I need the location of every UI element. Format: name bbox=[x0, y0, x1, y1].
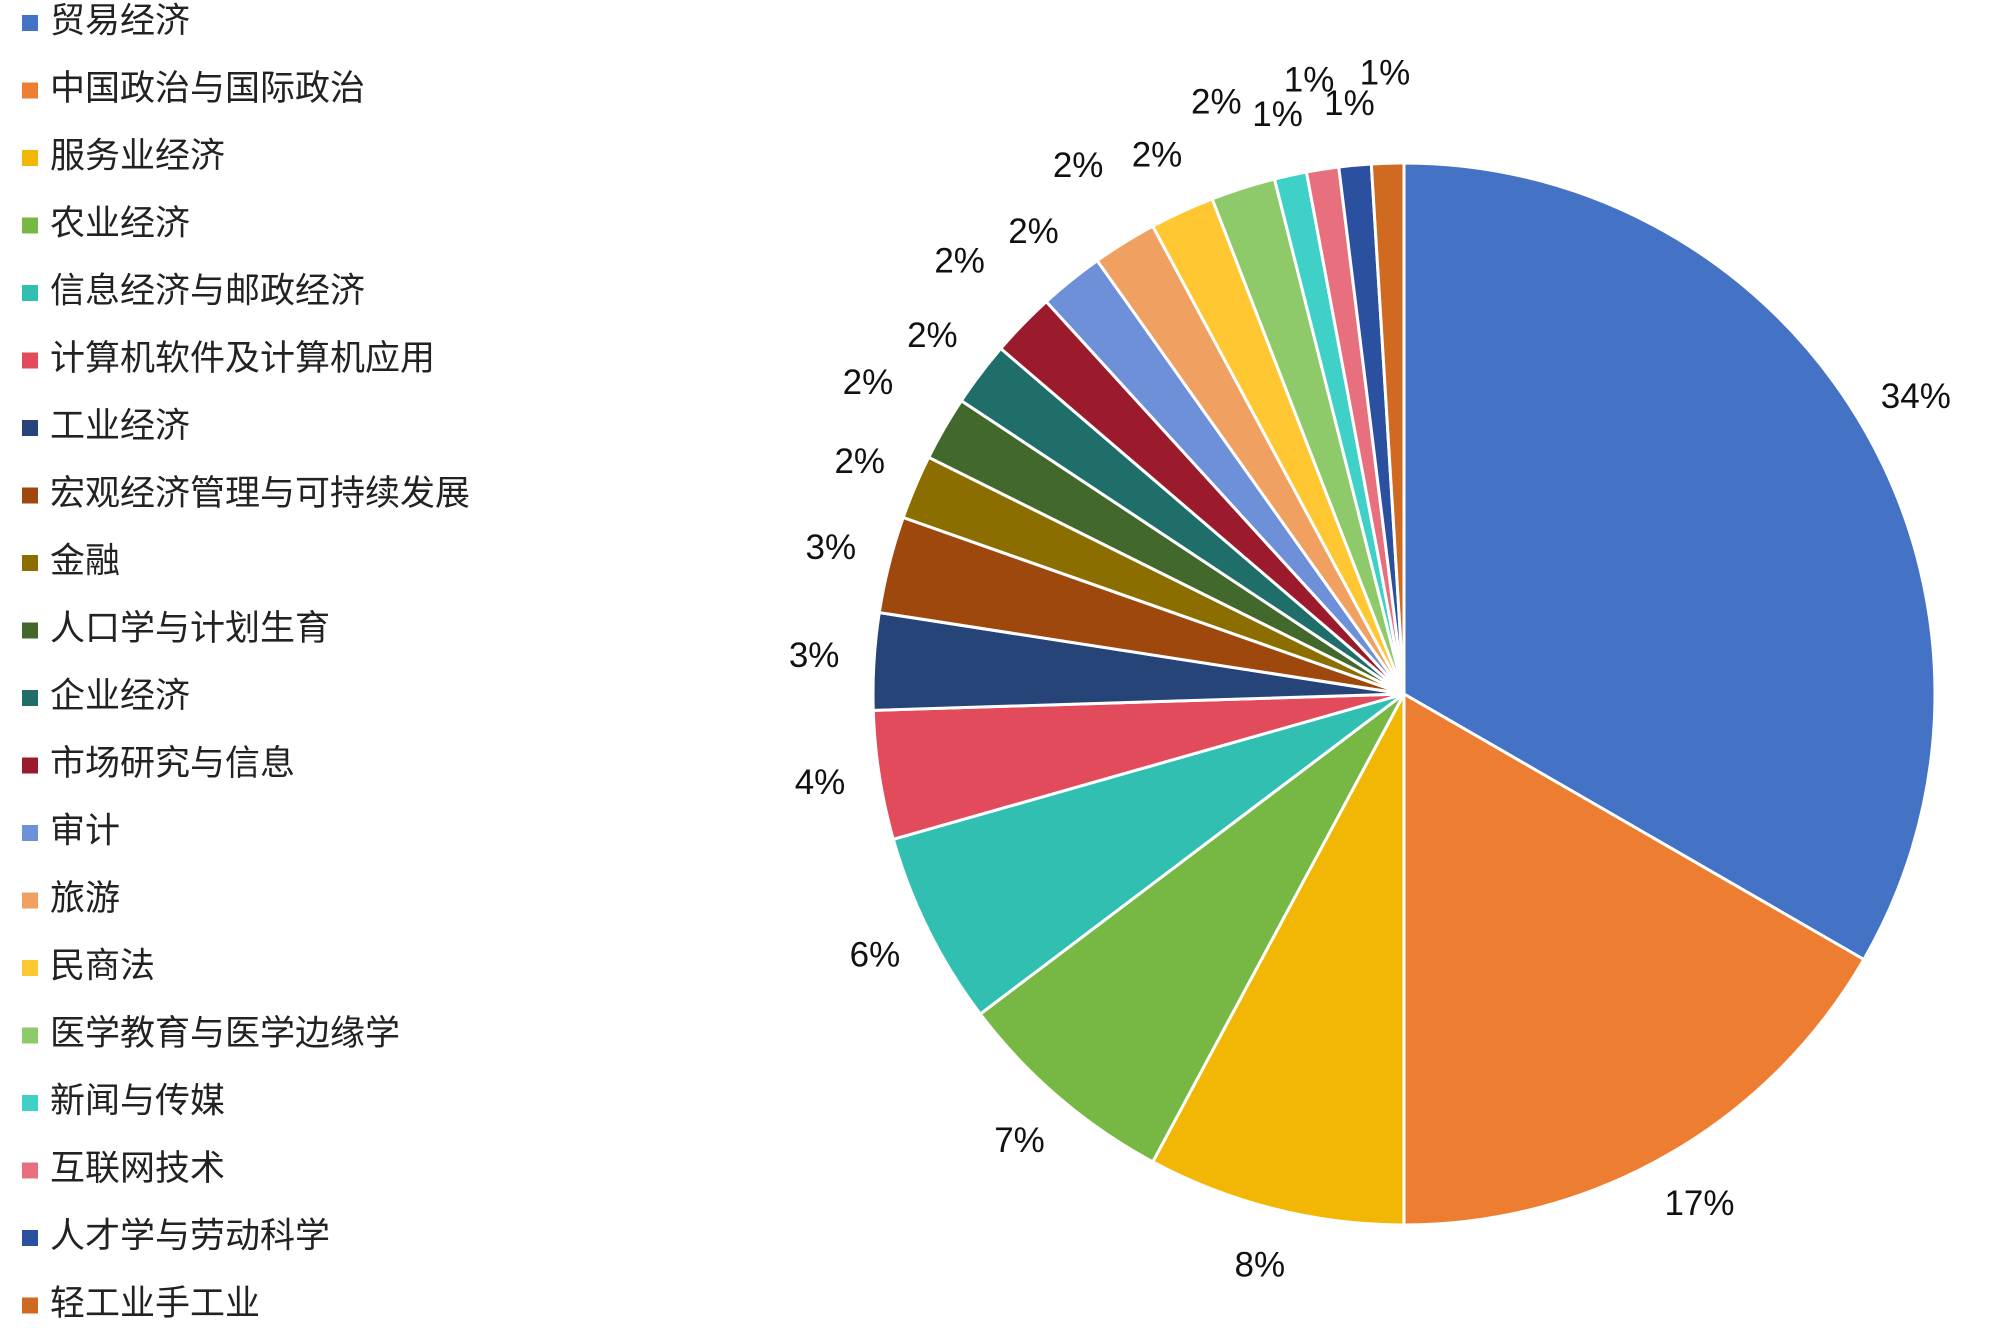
data-label: 1% bbox=[1252, 95, 1303, 134]
data-label: 2% bbox=[907, 316, 958, 355]
legend-marker bbox=[22, 420, 38, 436]
data-label: 2% bbox=[934, 241, 985, 280]
legend-marker bbox=[22, 960, 38, 976]
pie-slice bbox=[891, 692, 1405, 1017]
legend-marker bbox=[22, 555, 38, 571]
pie-slice bbox=[1150, 693, 1406, 1227]
legend-marker bbox=[22, 15, 38, 31]
data-label: 2% bbox=[834, 442, 885, 481]
legend-marker bbox=[22, 1162, 38, 1179]
pie-slice bbox=[1402, 691, 1866, 1227]
legend-label: 人才学与劳动科学 bbox=[50, 1217, 330, 1257]
data-label: 2% bbox=[1132, 135, 1183, 174]
legend-marker bbox=[22, 622, 38, 639]
legend-label: 计算机软件及计算机应用 bbox=[50, 339, 435, 379]
legend-label: 旅游 bbox=[50, 879, 120, 919]
legend-label: 工业经济 bbox=[50, 407, 190, 447]
legend-marker bbox=[22, 487, 38, 504]
legend-marker bbox=[22, 690, 38, 706]
data-label: 1% bbox=[1360, 54, 1411, 93]
legend-label: 农业经济 bbox=[50, 204, 190, 244]
legend-label: 中国政治与国际政治 bbox=[50, 69, 365, 109]
data-label: 17% bbox=[1664, 1184, 1734, 1223]
data-label: 7% bbox=[994, 1121, 1045, 1160]
legend-label: 轻工业手工业 bbox=[50, 1284, 260, 1324]
legend-label: 信息经济与邮政经济 bbox=[50, 272, 365, 312]
data-label: 1% bbox=[1324, 84, 1375, 123]
legend-label: 审计 bbox=[50, 812, 120, 852]
legend-marker bbox=[22, 757, 38, 774]
legend-label: 人口学与计划生育 bbox=[50, 609, 330, 649]
data-label: 2% bbox=[1053, 146, 1104, 185]
legend-label: 互联网技术 bbox=[50, 1149, 225, 1189]
pie-slice bbox=[1402, 161, 1937, 962]
data-label: 4% bbox=[795, 763, 846, 802]
data-label: 6% bbox=[850, 936, 901, 975]
legend-marker bbox=[22, 285, 38, 301]
legend-marker bbox=[22, 217, 38, 234]
pie-slice bbox=[978, 692, 1406, 1164]
legend-marker bbox=[22, 825, 38, 841]
data-label: 2% bbox=[843, 363, 894, 402]
legend-label: 民商法 bbox=[50, 947, 155, 987]
data-label: 3% bbox=[789, 636, 840, 675]
data-label: 2% bbox=[1008, 212, 1059, 251]
data-label: 1% bbox=[1284, 61, 1335, 100]
legend-marker bbox=[22, 1095, 38, 1111]
legend-label: 服务业经济 bbox=[50, 137, 225, 177]
data-label: 2% bbox=[1191, 82, 1242, 121]
legend-marker bbox=[22, 892, 38, 909]
legend-label: 金融 bbox=[50, 542, 120, 582]
legend-marker bbox=[22, 82, 38, 99]
legend-label: 市场研究与信息 bbox=[50, 744, 295, 784]
pie-slice bbox=[1369, 161, 1406, 695]
legend-label: 贸易经济 bbox=[50, 2, 190, 42]
legend-marker bbox=[22, 1027, 38, 1044]
data-label: 34% bbox=[1881, 377, 1951, 416]
legend-marker bbox=[22, 150, 38, 166]
legend-label: 企业经济 bbox=[50, 677, 190, 717]
legend-label: 医学教育与医学边缘学 bbox=[50, 1014, 400, 1054]
data-label: 3% bbox=[806, 528, 857, 567]
legend-marker bbox=[22, 352, 38, 369]
legend-label: 宏观经济管理与可持续发展 bbox=[50, 474, 470, 514]
legend-label: 新闻与传媒 bbox=[50, 1082, 225, 1122]
legend-marker bbox=[22, 1297, 38, 1314]
legend-marker bbox=[22, 1230, 38, 1246]
data-label: 8% bbox=[1235, 1245, 1286, 1284]
